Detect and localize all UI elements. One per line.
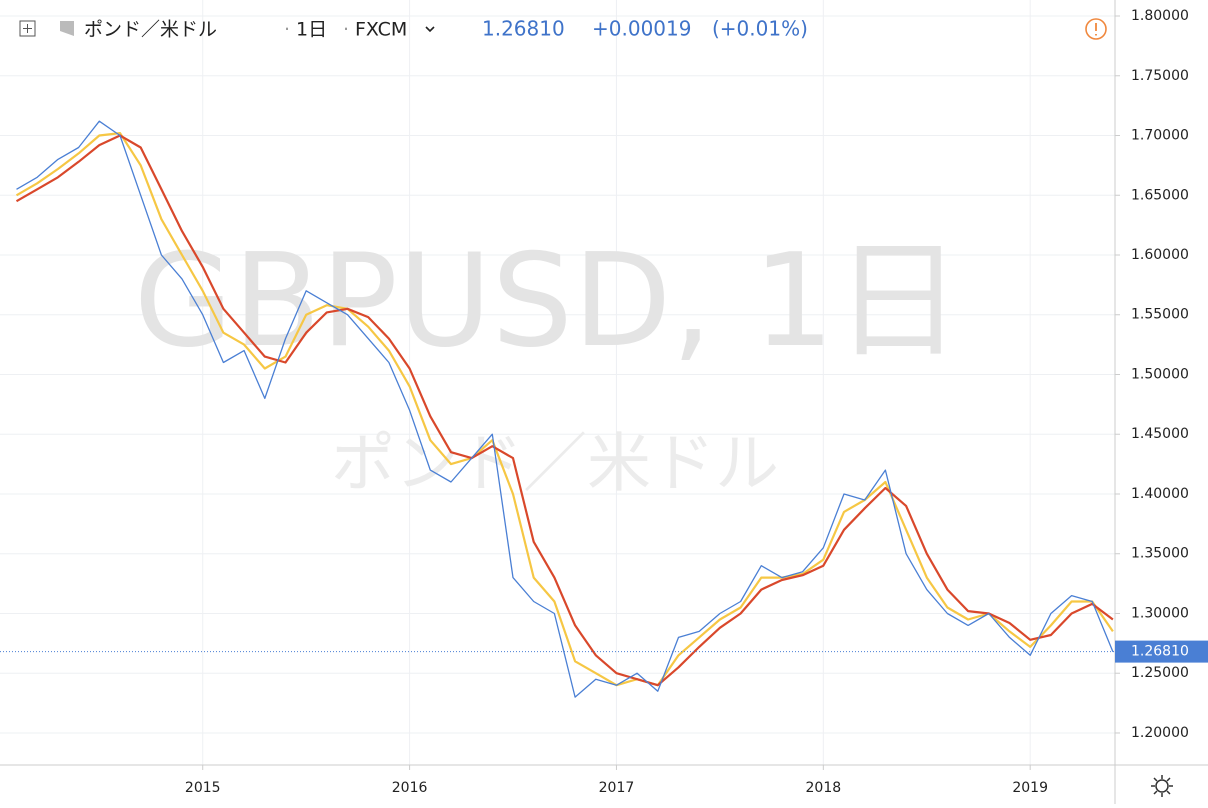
settings-icon[interactable]	[1155, 779, 1169, 793]
last-price-tag	[1115, 640, 1208, 663]
grid	[0, 0, 1115, 765]
y-tick-label: 1.60000	[1131, 247, 1189, 263]
watermark-symbol: GBPUSD, 1日	[134, 227, 963, 376]
exchange[interactable]: FXCM	[355, 19, 407, 41]
y-tick-label: 1.30000	[1131, 605, 1189, 621]
last-price-label: 1.26810	[1131, 644, 1189, 660]
x-tick-label: 2016	[392, 780, 428, 796]
add-icon-plus	[23, 24, 32, 33]
y-tick-label: 1.55000	[1131, 307, 1189, 323]
alert-icon[interactable]	[1085, 18, 1107, 40]
change: +0.00019	[592, 17, 691, 41]
interval[interactable]: 1日	[296, 19, 327, 41]
x-tick-label: 2018	[806, 780, 842, 796]
series-line	[16, 120, 1114, 698]
x-tick-label: 2019	[1012, 780, 1048, 796]
y-tick-label: 1.80000	[1131, 8, 1189, 24]
y-tick-label: 1.35000	[1131, 546, 1189, 562]
y-tick-label: 1.65000	[1131, 187, 1189, 203]
separator: ·	[284, 19, 290, 41]
y-tick-label: 1.20000	[1131, 725, 1189, 741]
change-pct: (+0.01%)	[712, 17, 808, 41]
y-tick-label: 1.25000	[1131, 665, 1189, 681]
settings-icon-rays	[1151, 775, 1173, 797]
x-tick-label: 2017	[599, 780, 635, 796]
x-tick-label: 2015	[185, 780, 221, 796]
symbol[interactable]: ポンド／米ドル	[84, 19, 217, 41]
dropdown-icon[interactable]	[425, 26, 435, 33]
plot	[0, 120, 1115, 698]
add-icon[interactable]	[19, 20, 36, 37]
watermark-name: ポンド／米ドル	[331, 428, 779, 502]
price: 1.26810	[482, 17, 565, 41]
separator: ·	[343, 19, 349, 41]
flag-icon[interactable]	[60, 21, 74, 36]
y-tick-label: 1.75000	[1131, 68, 1189, 84]
series-line	[15, 134, 1114, 687]
y-tick-label: 1.70000	[1131, 128, 1189, 144]
series-line	[15, 132, 1114, 687]
y-tick-label: 1.45000	[1131, 426, 1189, 442]
y-tick-label: 1.50000	[1131, 366, 1189, 382]
y-tick-label: 1.40000	[1131, 486, 1189, 502]
axes: 1.20000 1.25000 1.30000 1.35000 1.40000 1.450…	[185, 8, 1208, 796]
